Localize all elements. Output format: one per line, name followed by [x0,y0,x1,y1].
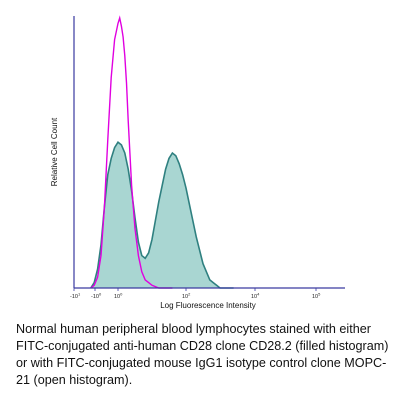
plot-series [90,15,234,289]
figure-caption: Normal human peripheral blood lymphocyte… [16,322,389,387]
x-tick-label: -101 [70,292,81,301]
x-axis-label: Log Fluorescence Intensity [160,301,256,310]
x-tick-label: 105 [312,292,321,301]
filled-histogram-outline [90,141,234,289]
x-tick-label: 104 [251,292,260,301]
histogram-chart: -101 -100 100 102 104 105 Log Fluorescence In… [50,15,345,310]
x-tick-label: 102 [182,292,191,301]
x-tick-label: 100 [114,292,123,301]
filled-histogram-area [90,142,234,288]
x-ticks: -101 -100 100 102 104 105 [70,288,321,300]
open-histogram-line [90,15,173,289]
y-axis-label: Relative Cell Count [50,117,59,186]
x-tick-label: -100 [91,292,102,301]
